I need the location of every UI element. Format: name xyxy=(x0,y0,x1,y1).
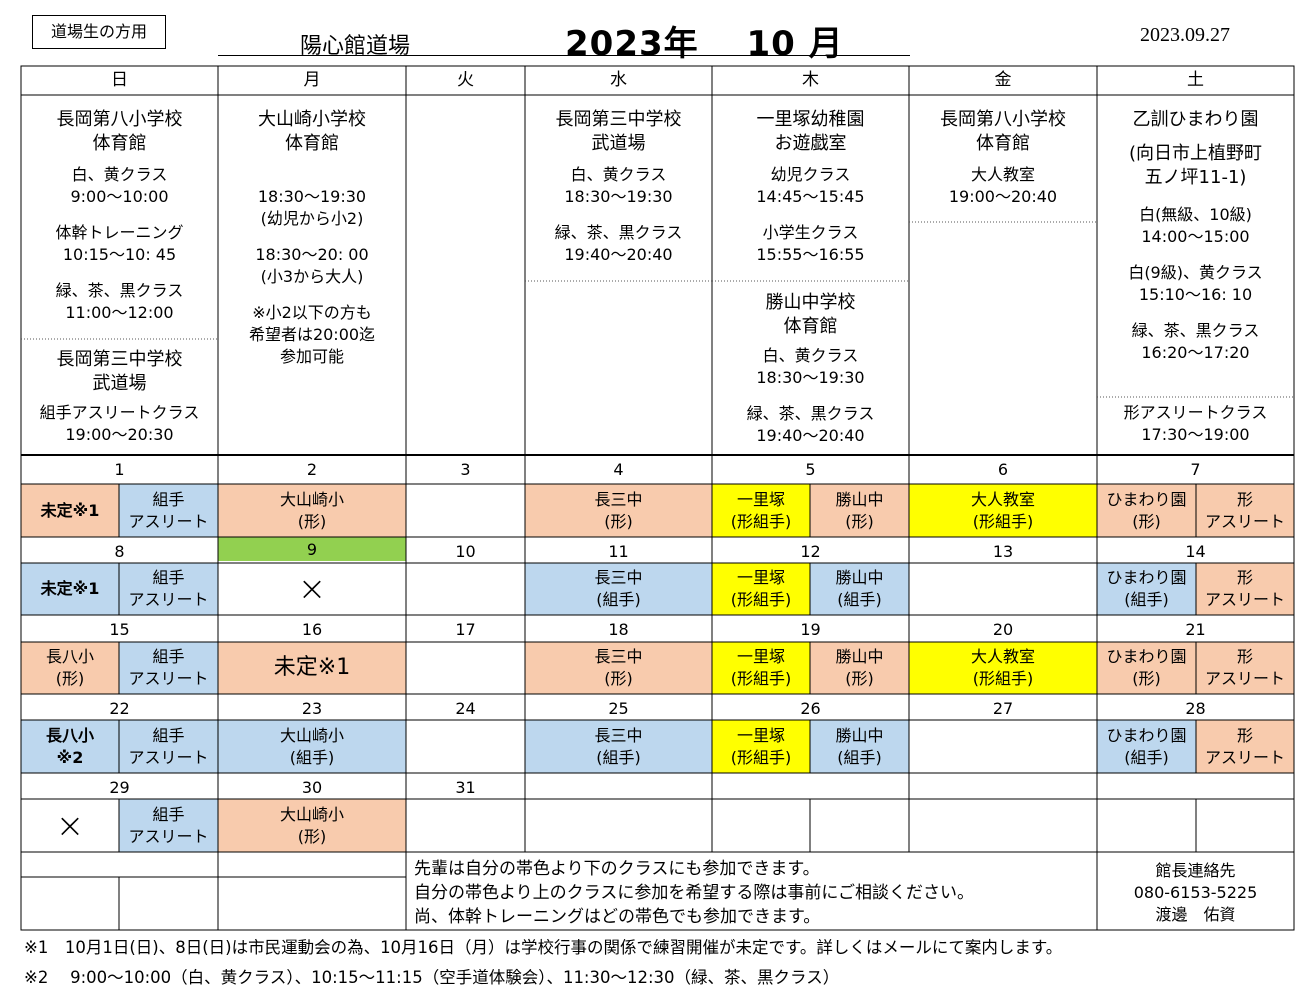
event-7-himawari: ひまわり園 (形) xyxy=(1097,484,1196,537)
event-28-himawari: ひまわり園 (組手) xyxy=(1097,720,1196,773)
event-12-ichirizuka: 一里塚 (形組手) xyxy=(712,563,810,615)
contact-info: 館長連絡先 080-6153-5225 渡邊 佑資 xyxy=(1133,861,1258,924)
month-title: 2023年 10 月 xyxy=(565,24,844,64)
event-26-ichirizuka: 一里塚 (形組手) xyxy=(712,720,810,773)
date-6: 6 xyxy=(997,460,1009,479)
date-2: 2 xyxy=(306,460,318,479)
schedule-sun-a: 長岡第八小学校 体育館 白、黄クラス 9:00～10:00 体幹トレーニング 1… xyxy=(55,109,184,322)
weekday-wed: 水 xyxy=(610,70,627,90)
event-14-himawari: ひまわり園 (組手) xyxy=(1097,563,1196,615)
notes: 先輩は自分の帯色より下のクラスにも参加できます。 自分の帯色より上のクラスに参加… xyxy=(414,859,974,927)
date-16: 16 xyxy=(301,620,323,639)
date-4: 4 xyxy=(613,460,624,479)
event-8-undecided: 未定※1 xyxy=(21,563,119,615)
cross-icon: × xyxy=(297,569,327,609)
date-20: 20 xyxy=(992,620,1014,639)
event-1-undecided: 未定※1 xyxy=(21,484,119,537)
event-16-undecided: 未定※1 xyxy=(218,642,406,694)
date-14: 14 xyxy=(1185,542,1206,561)
date-5: 5 xyxy=(805,460,816,479)
schedule-thu-b: 勝山中学校 体育館 白、黄クラス 18:30～19:30 緑、茶、黒クラス 19… xyxy=(746,292,875,445)
date-1: 1 xyxy=(114,460,125,479)
event-8-kumite-athlete: 組手 アスリート xyxy=(119,563,218,615)
event-21-kata-athlete: 形アスリート xyxy=(1196,642,1294,694)
weekday-sat: 土 xyxy=(1187,70,1204,90)
schedule-sat-b: 形アスリートクラス 17:30～19:00 xyxy=(1123,403,1268,444)
event-14-kata-athlete: 形アスリート xyxy=(1196,563,1294,615)
date-31: 31 xyxy=(455,778,476,797)
issue-date: 2023.09.27 xyxy=(1140,24,1230,46)
dojo-name: 陽心館道場 xyxy=(300,34,411,59)
event-20-adult: 大人教室 (形組手) xyxy=(909,642,1097,694)
event-22-nagahachi: 長八小 ※2 xyxy=(21,720,119,773)
date-11: 11 xyxy=(608,542,629,561)
schedule-fri: 長岡第八小学校 体育館 大人教室 19:00～20:40 xyxy=(940,109,1066,206)
date-9: 9 xyxy=(218,537,406,561)
date-8: 8 xyxy=(114,542,125,561)
event-19-ichirizuka: 一里塚 (形組手) xyxy=(712,642,810,694)
event-15-nagahachi: 長八小 (形) xyxy=(21,642,119,694)
schedule-sat-a: 乙訓ひまわり園 (向日市上植野町 五ノ坪11-1) 白(無級、10級) 14:0… xyxy=(1128,109,1263,362)
schedule-thu-a: 一里塚幼稚園 お遊戯室 幼児クラス 14:45～15:45 小学生クラス 15:… xyxy=(756,109,865,264)
event-30-oyamazaki: 大山崎小 (形) xyxy=(218,799,406,852)
date-21: 21 xyxy=(1185,620,1206,639)
date-15: 15 xyxy=(109,620,130,639)
event-2-oyamazaki: 大山崎小 (形) xyxy=(218,484,406,537)
event-5-ichirizuka: 一里塚 (形組手) xyxy=(712,484,810,537)
event-5-katsuyama: 勝山中 (形) xyxy=(810,484,909,537)
date-25: 25 xyxy=(608,699,629,718)
date-17: 17 xyxy=(455,620,476,639)
weekday-tue: 火 xyxy=(457,70,474,90)
weekday-fri: 金 xyxy=(994,70,1012,90)
event-6-adult: 大人教室 (形組手) xyxy=(909,484,1097,537)
event-19-katsuyama: 勝山中 (形) xyxy=(810,642,909,694)
weekday-thu: 木 xyxy=(802,70,819,90)
date-18: 18 xyxy=(608,620,629,639)
event-26-katsuyama: 勝山中 (組手) xyxy=(810,720,909,773)
date-24: 24 xyxy=(455,699,476,718)
date-7: 7 xyxy=(1190,460,1201,479)
schedule-wed: 長岡第三中学校 武道場 白、黄クラス 18:30～19:30 緑、茶、黒クラス … xyxy=(554,109,683,264)
event-7-kata-athlete: 形アスリート xyxy=(1196,484,1294,537)
date-26: 26 xyxy=(800,699,821,718)
event-18-nagasan: 長三中 (形) xyxy=(525,642,712,694)
cross-icon: × xyxy=(55,805,85,846)
date-28: 28 xyxy=(1185,699,1206,718)
weekday-sun: 日 xyxy=(111,70,128,90)
date-22: 22 xyxy=(109,699,130,718)
date-19: 19 xyxy=(800,620,821,639)
event-21-himawari: ひまわり園 (形) xyxy=(1097,642,1196,694)
footnote-1: ※1 10月1日(日)、8日(日)は市民運動会の為、10月16日（月）は学校行事… xyxy=(24,938,1063,957)
date-23: 23 xyxy=(301,699,323,718)
date-27: 27 xyxy=(992,699,1014,718)
event-28-kata-athlete: 形アスリート xyxy=(1196,720,1294,773)
event-1-kumite-athlete: 組手 アスリート xyxy=(119,484,218,537)
event-29-kumite-athlete: 組手 アスリート xyxy=(119,799,218,852)
title-underline xyxy=(218,55,910,56)
event-23-oyamazaki: 大山崎小 (組手) xyxy=(218,720,406,773)
schedule-sun-b: 長岡第三中学校 武道場 組手アスリートクラス 19:00～20:30 xyxy=(39,349,200,444)
date-10: 10 xyxy=(455,542,476,561)
date-30: 30 xyxy=(301,778,323,797)
date-3: 3 xyxy=(460,460,471,479)
date-12: 12 xyxy=(800,542,821,561)
event-15-kumite-athlete: 組手 アスリート xyxy=(119,642,218,694)
event-22-kumite-athlete: 組手 アスリート xyxy=(119,720,218,773)
weekday-mon: 月 xyxy=(303,70,321,90)
event-11-nagasan: 長三中 (組手) xyxy=(525,563,712,615)
schedule-mon: 大山崎小学校 体育館 18:30～19:30 (幼児から小2) 18:30～20… xyxy=(248,109,376,366)
date-13: 13 xyxy=(992,542,1014,561)
footnote-2: ※2 9:00～10:00（白、黄クラス）、10:15～11:15（空手道体験会… xyxy=(24,968,840,987)
event-4-nagasan: 長三中 (形) xyxy=(525,484,712,537)
event-12-katsuyama: 勝山中 (組手) xyxy=(810,563,909,615)
event-25-nagasan: 長三中 (組手) xyxy=(525,720,712,773)
date-29: 29 xyxy=(109,778,130,797)
audience-label: 道場生の方用 xyxy=(32,15,166,49)
